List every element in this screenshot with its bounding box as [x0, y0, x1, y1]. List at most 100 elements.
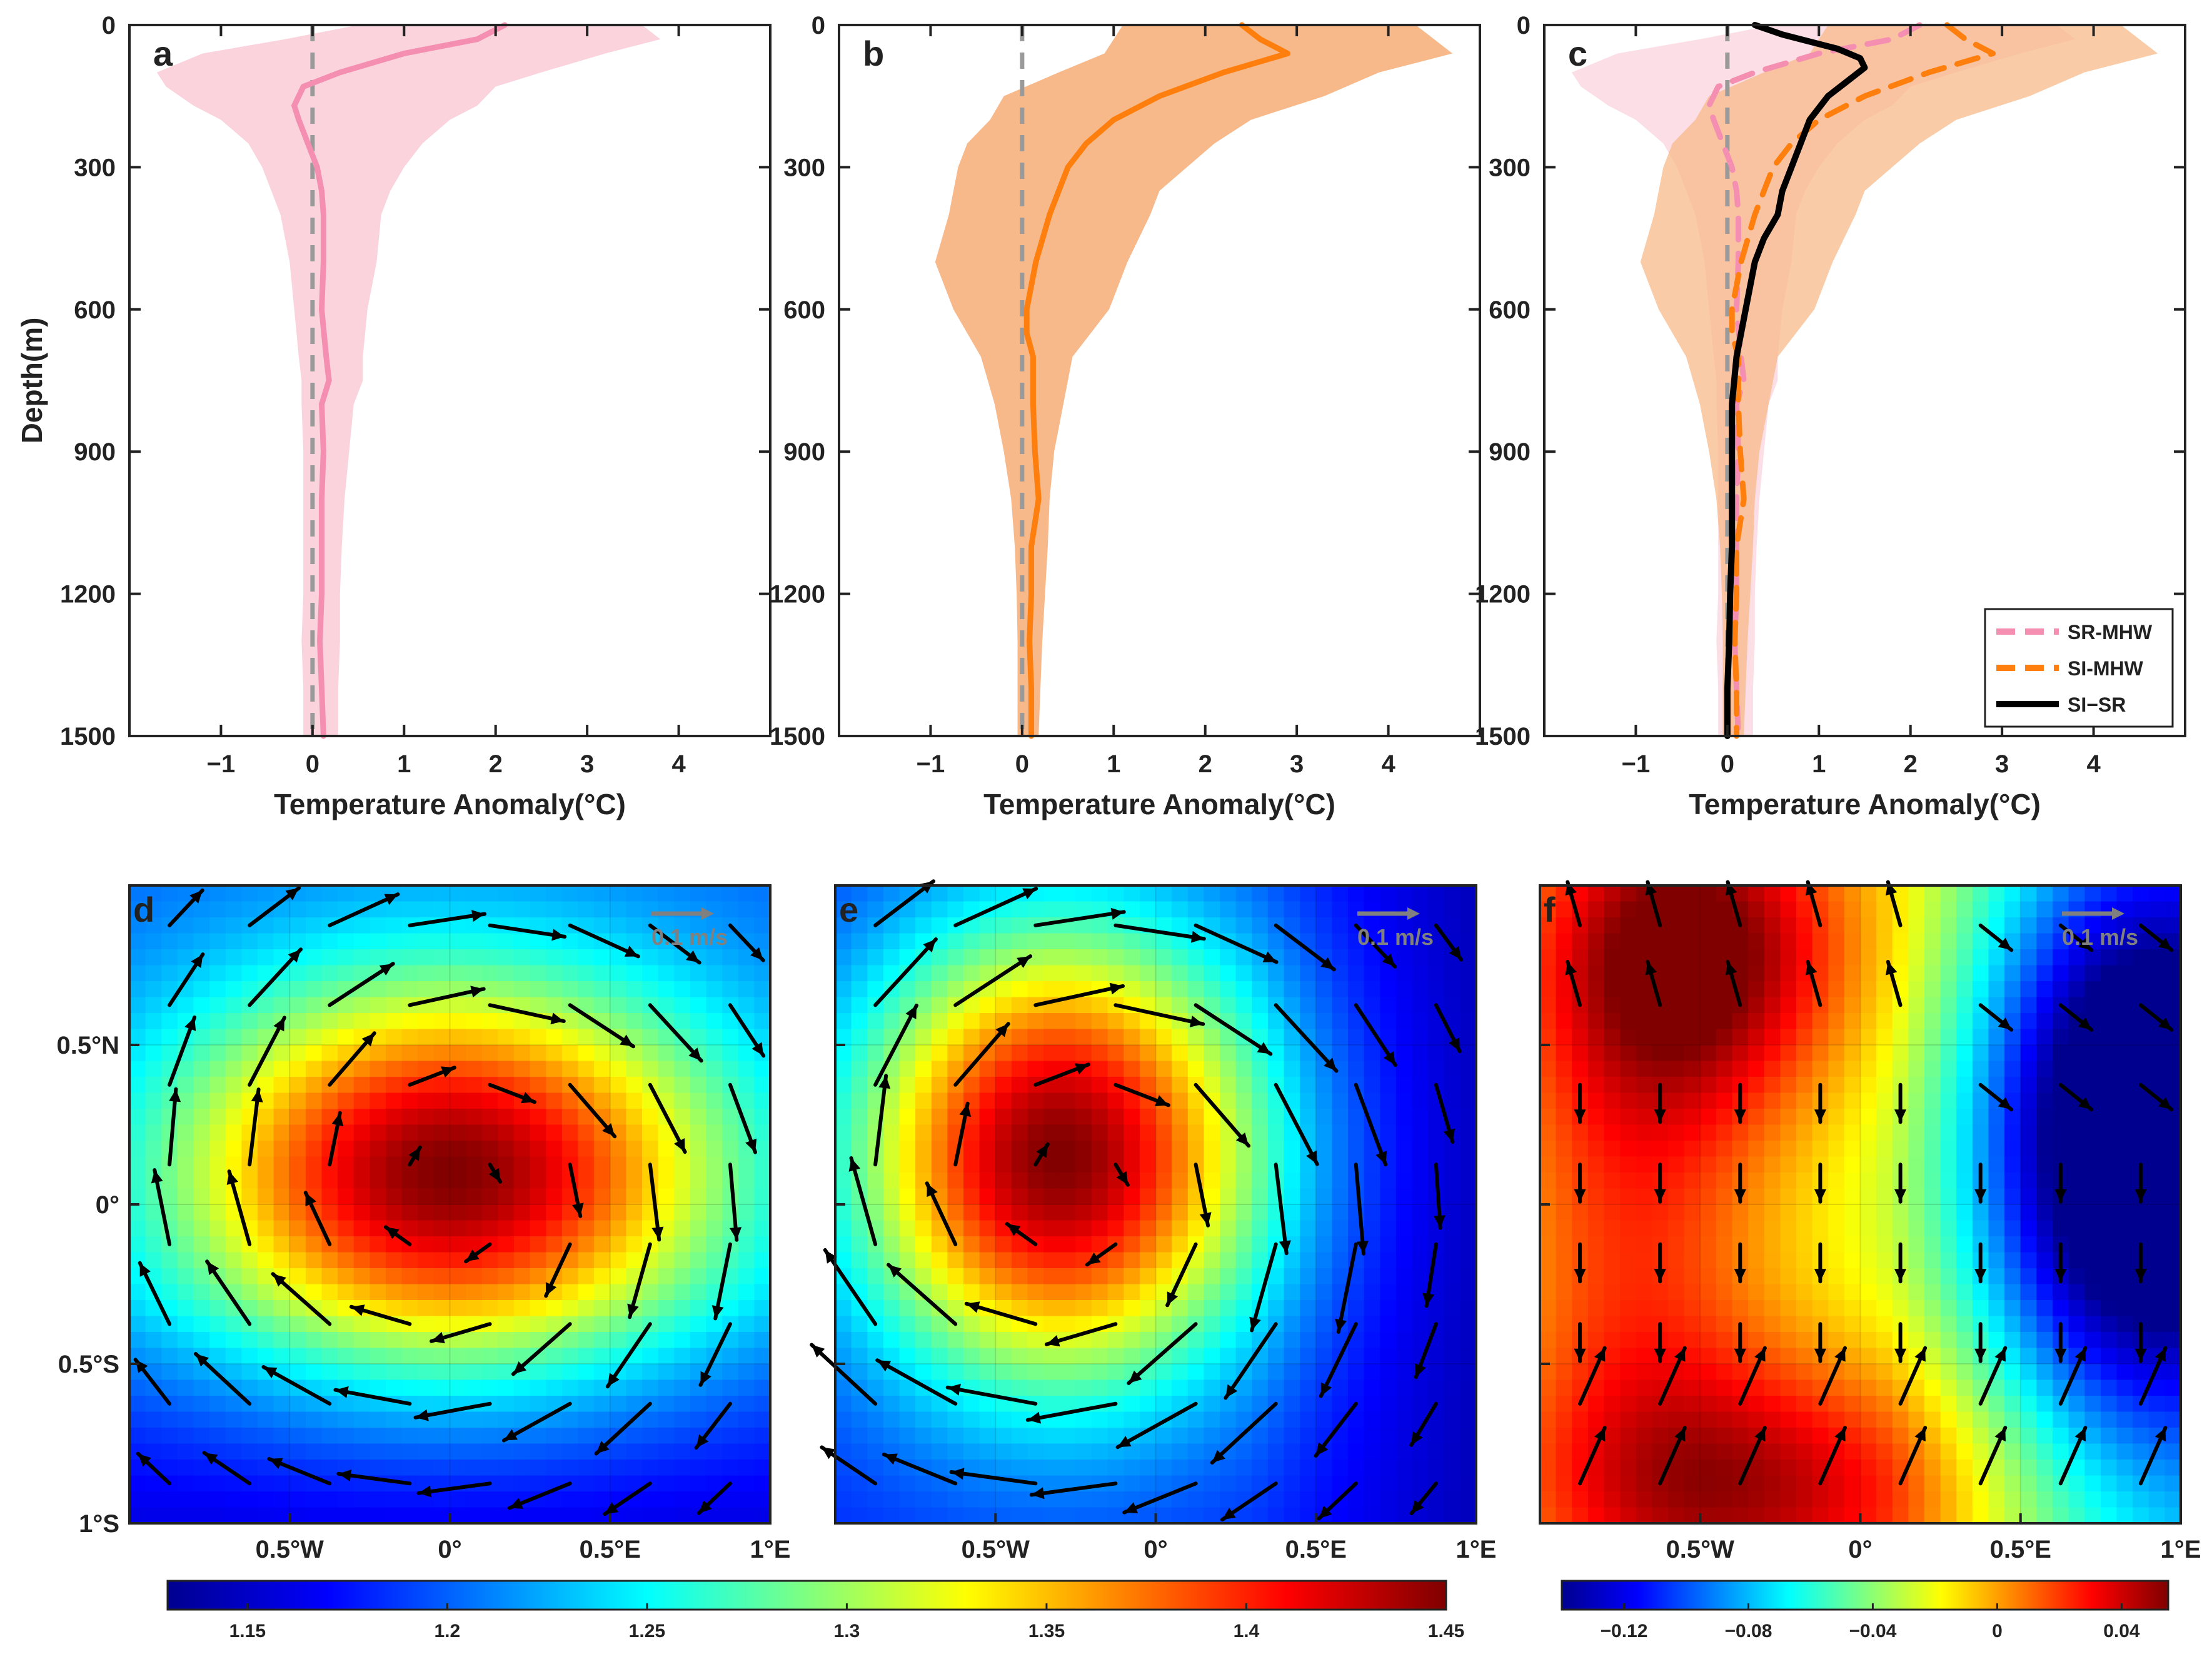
heat-cell — [1444, 1188, 1461, 1205]
heat-cell — [1284, 1316, 1300, 1333]
heat-cell — [305, 1316, 323, 1333]
heat-cell — [915, 917, 932, 934]
heat-cell — [370, 1379, 386, 1396]
heat-cell — [1556, 1013, 1572, 1030]
heat-cell — [289, 1348, 306, 1364]
heat-cell — [1556, 1428, 1572, 1445]
heat-cell — [1956, 1316, 1973, 1333]
quiver-arrow — [1033, 984, 1125, 1007]
heat-cell — [1556, 1300, 1572, 1317]
heat-cell — [1364, 981, 1380, 998]
heat-cell — [658, 1029, 675, 1046]
heat-cell — [1204, 1428, 1220, 1445]
heat-cell — [258, 1156, 274, 1173]
heat-cell — [225, 1236, 243, 1253]
heat-cell — [1956, 1109, 1973, 1126]
quiver-arrow — [873, 1074, 888, 1167]
heat-cell — [1716, 1220, 1733, 1237]
heat-cell — [1428, 1507, 1445, 1524]
heat-cell — [1684, 1061, 1701, 1077]
panel-d-map: 0.1 m/s0.5°W 0° 0.5°E 1°E0.5°N0°0.5°S1°Sd — [57, 884, 790, 1563]
heat-cell — [706, 1172, 723, 1189]
heat-cell — [963, 1124, 980, 1141]
heat-cell — [883, 1316, 900, 1333]
heat-cell — [1043, 1364, 1060, 1381]
heat-cell — [578, 1348, 595, 1364]
heat-cell — [931, 1013, 948, 1030]
series-line-srmhw — [291, 22, 508, 739]
heat-cell — [177, 885, 194, 902]
heat-cell — [1011, 1124, 1028, 1141]
heat-cell — [1412, 1141, 1429, 1157]
heat-cell — [835, 1172, 852, 1189]
heat-cell — [466, 1156, 483, 1173]
heat-cell — [1460, 1172, 1477, 1189]
heat-cell — [835, 1156, 852, 1173]
heat-cell — [433, 1156, 451, 1173]
heat-cell — [1107, 1092, 1124, 1109]
heat-cell — [1252, 1220, 1269, 1237]
heat-cell — [1860, 1124, 1877, 1141]
heat-cell — [1684, 1077, 1701, 1094]
heat-cell — [1700, 949, 1717, 966]
heat-cell — [1764, 1284, 1781, 1301]
heat-cell — [209, 1475, 226, 1492]
heat-cell — [241, 949, 258, 966]
heat-cell — [1380, 1316, 1397, 1333]
heat-cell — [1059, 1156, 1077, 1173]
heat-cell — [1940, 1188, 1957, 1205]
heat-cell — [1700, 1045, 1717, 1062]
heat-cell — [145, 1236, 162, 1253]
heat-cell — [690, 1379, 707, 1396]
heat-cell — [498, 1379, 515, 1396]
heat-cell — [2036, 997, 2053, 1014]
heat-cell — [2068, 1284, 2085, 1301]
heat-cell — [1540, 1013, 1557, 1030]
heat-cell — [1300, 1092, 1317, 1109]
heat-cell — [193, 1141, 210, 1157]
heat-cell — [1924, 1109, 1941, 1126]
heat-cell — [1428, 1300, 1445, 1317]
heat-cell — [1700, 1428, 1717, 1445]
heat-cell — [1700, 1061, 1717, 1077]
heat-cell — [1780, 1379, 1797, 1396]
quiver-arrow — [1194, 1082, 1251, 1148]
heat-cell — [1620, 1379, 1637, 1396]
heat-cell — [995, 981, 1012, 998]
heat-cell — [530, 1045, 546, 1062]
quiver-arrow-head — [1109, 982, 1123, 995]
heat-cell — [177, 1236, 194, 1253]
heat-cell — [738, 1236, 755, 1253]
heat-cell — [2020, 1507, 2038, 1524]
heat-cell — [1444, 1379, 1461, 1396]
heat-cell — [1764, 1268, 1781, 1285]
heat-cell — [129, 1507, 146, 1524]
heat-cell — [401, 1013, 418, 1030]
heat-cell — [2004, 965, 2021, 982]
heat-cell — [690, 997, 707, 1014]
heat-cell — [754, 1348, 771, 1364]
heat-cell — [273, 1300, 290, 1317]
heat-cell — [1124, 1092, 1140, 1109]
heat-cell — [1204, 1077, 1220, 1094]
quiver-arrow — [568, 923, 640, 959]
heat-cell — [1972, 1124, 1989, 1141]
heat-cell — [1972, 1364, 1989, 1381]
heat-cell — [1572, 949, 1589, 966]
heat-cell — [1155, 981, 1172, 998]
heat-cell — [1587, 1252, 1605, 1269]
heat-cell — [1075, 1284, 1092, 1301]
heat-cell — [289, 1077, 306, 1094]
heat-cell — [1444, 1156, 1461, 1173]
heat-cell — [1844, 1411, 1861, 1428]
heat-cell — [642, 1379, 659, 1396]
heat-cell — [353, 1364, 371, 1381]
heat-cell — [1780, 1172, 1797, 1189]
heat-cell — [1556, 1204, 1572, 1221]
heat-cell — [1444, 1252, 1461, 1269]
heat-cell — [386, 1460, 403, 1476]
heat-cell — [1587, 981, 1605, 998]
heat-cell — [1940, 917, 1957, 934]
heat-cell — [1332, 949, 1349, 966]
heat-cell — [722, 1061, 739, 1077]
